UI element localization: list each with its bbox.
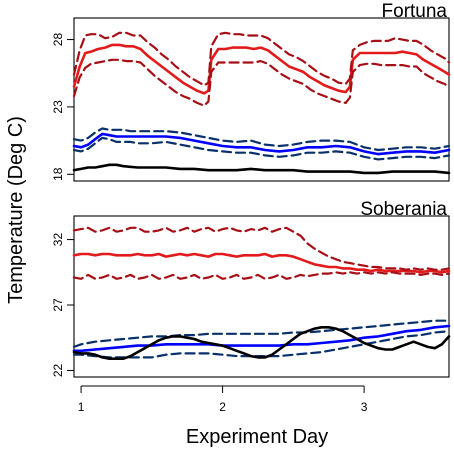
x-tick-label: 3 xyxy=(361,400,368,414)
x-axis: 1 2 3 xyxy=(78,385,368,414)
panel-title: Fortuna xyxy=(382,1,448,22)
plot-frame xyxy=(73,17,450,182)
y-tick-label: 27 xyxy=(51,298,65,312)
series-line-3 xyxy=(72,324,451,353)
x-axis-title: Experiment Day xyxy=(186,426,328,448)
series-line-3 xyxy=(72,132,451,156)
series-line-1 xyxy=(72,31,451,87)
panel-soberania: Soberania 22 27 32 xyxy=(51,199,451,378)
y-tick-label: 22 xyxy=(51,363,65,377)
series-line-6 xyxy=(72,325,451,361)
series-line-6 xyxy=(72,163,451,175)
series-line-4 xyxy=(72,319,451,348)
series-line-5 xyxy=(72,330,451,359)
panel-fortuna: Fortuna 18 23 28 xyxy=(51,1,451,182)
y-tick-label: 28 xyxy=(51,33,65,47)
series-line-1 xyxy=(72,226,451,271)
y-tick-label: 23 xyxy=(51,100,65,114)
series-line-2 xyxy=(72,271,451,280)
y-axis-title: Temperature (Deg C) xyxy=(5,116,27,304)
series-line-4 xyxy=(72,127,451,152)
series-line-2 xyxy=(72,58,451,107)
series-line-0 xyxy=(72,252,451,274)
series-line-5 xyxy=(72,136,451,161)
plot-frame xyxy=(73,215,450,378)
y-tick-label: 32 xyxy=(51,233,65,247)
series-line-0 xyxy=(72,43,451,95)
y-tick-label: 18 xyxy=(51,167,65,181)
x-tick-label: 1 xyxy=(78,400,85,414)
x-tick-label: 2 xyxy=(219,400,226,414)
panel-title: Soberania xyxy=(360,199,447,220)
